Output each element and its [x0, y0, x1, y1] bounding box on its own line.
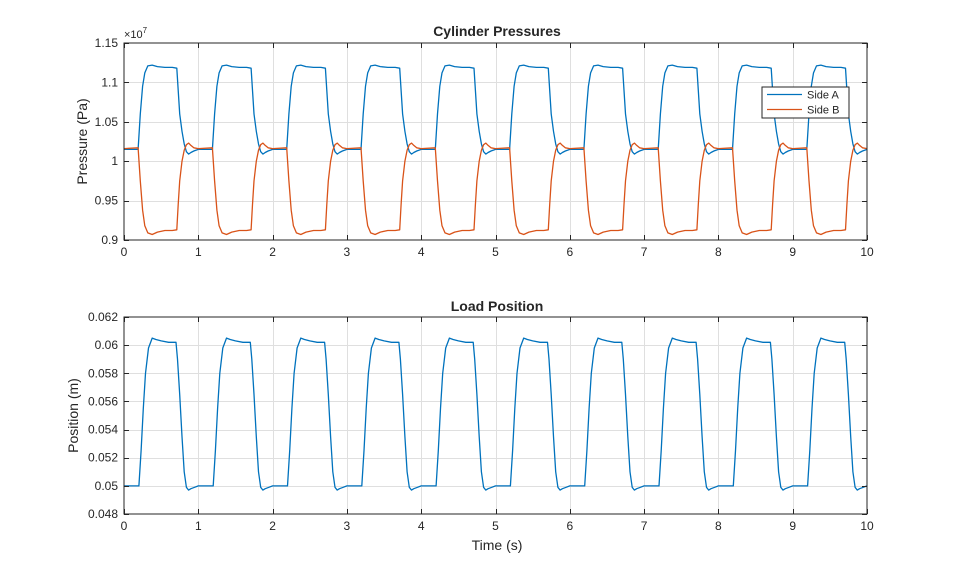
x-tick-label: 9	[789, 245, 796, 259]
y-tick-label: 0.9	[101, 233, 118, 247]
x-tick-label: 6	[566, 245, 573, 259]
y-tick-label: 0.056	[88, 394, 118, 408]
x-tick-label: 0	[121, 519, 128, 533]
y-tick-label: 0.05	[95, 479, 119, 493]
x-tick-label: 3	[344, 519, 351, 533]
y-exponent-label: ×107	[124, 26, 148, 41]
x-tick-label: 0	[121, 245, 128, 259]
x-tick-label: 4	[418, 245, 425, 259]
x-tick-label: 5	[492, 245, 499, 259]
y-axis-label: Position (m)	[65, 378, 81, 453]
y-tick-label: 0.054	[88, 423, 118, 437]
x-axis-label: Time (s)	[472, 537, 523, 553]
x-tick-label: 2	[269, 519, 276, 533]
y-tick-label: 0.95	[95, 194, 119, 208]
x-tick-label: 9	[789, 519, 796, 533]
y-axis-label: Pressure (Pa)	[74, 98, 90, 184]
x-tick-label: 3	[344, 245, 351, 259]
x-tick-label: 1	[195, 519, 202, 533]
ticks: 0 1 2 3 4 5 6 7 8 9 10 0.048 0.05 0.052 0.054 0.056 0.05…	[88, 310, 874, 533]
x-tick-label: 4	[418, 519, 425, 533]
y-tick-label: 0.062	[88, 310, 118, 324]
y-tick-label: 0.052	[88, 451, 118, 465]
legend: Side A Side B	[761, 86, 850, 119]
series-line-side-a	[124, 64, 868, 155]
legend-label-side-a: Side A	[807, 90, 839, 102]
cylinder-pressures-chart: Cylinder Pressures 0 1 2 3 4 5 6 7 8 9 10 0.9 0.95 1 1…	[74, 23, 874, 259]
x-tick-label: 7	[641, 245, 648, 259]
x-tick-label: 10	[860, 245, 874, 259]
x-tick-label: 8	[715, 519, 722, 533]
plot-border	[123, 316, 868, 515]
x-tick-label: 7	[641, 519, 648, 533]
series-group	[124, 337, 868, 491]
y-tick-label: 1.15	[95, 36, 119, 50]
y-tick-label: 0.06	[95, 338, 119, 352]
y-tick-label: 1.1	[101, 75, 118, 89]
grid	[124, 43, 867, 240]
load-position-chart: Load Position 0 1 2 3 4 5 6 7 8 9 10 0.048 0.05 0.052…	[65, 298, 874, 553]
series-line	[124, 337, 868, 491]
series-line-side-b	[123, 142, 868, 236]
chart-title: Load Position	[451, 298, 544, 314]
y-tick-label: 0.048	[88, 507, 118, 521]
legend-box	[761, 86, 850, 119]
plot-border	[123, 42, 868, 241]
y-tick-label: 0.058	[88, 366, 118, 380]
y-exponent-power: 7	[143, 26, 148, 35]
x-tick-label: 5	[492, 519, 499, 533]
legend-label-side-b: Side B	[807, 105, 839, 117]
x-tick-label: 6	[566, 519, 573, 533]
y-tick-label: 1.05	[95, 115, 119, 129]
y-exponent-base: ×10	[124, 29, 143, 41]
plot-area	[123, 316, 868, 515]
ticks: 0 1 2 3 4 5 6 7 8 9 10 0.9 0.95 1 1.05 1.1 1.15	[95, 36, 874, 259]
plot-area	[123, 42, 868, 241]
x-tick-label: 1	[195, 245, 202, 259]
x-tick-label: 10	[860, 519, 874, 533]
x-tick-label: 8	[715, 245, 722, 259]
grid	[124, 317, 867, 514]
y-tick-label: 1	[111, 154, 118, 168]
series-group	[123, 64, 868, 236]
chart-title: Cylinder Pressures	[433, 23, 561, 39]
x-tick-label: 2	[269, 245, 276, 259]
